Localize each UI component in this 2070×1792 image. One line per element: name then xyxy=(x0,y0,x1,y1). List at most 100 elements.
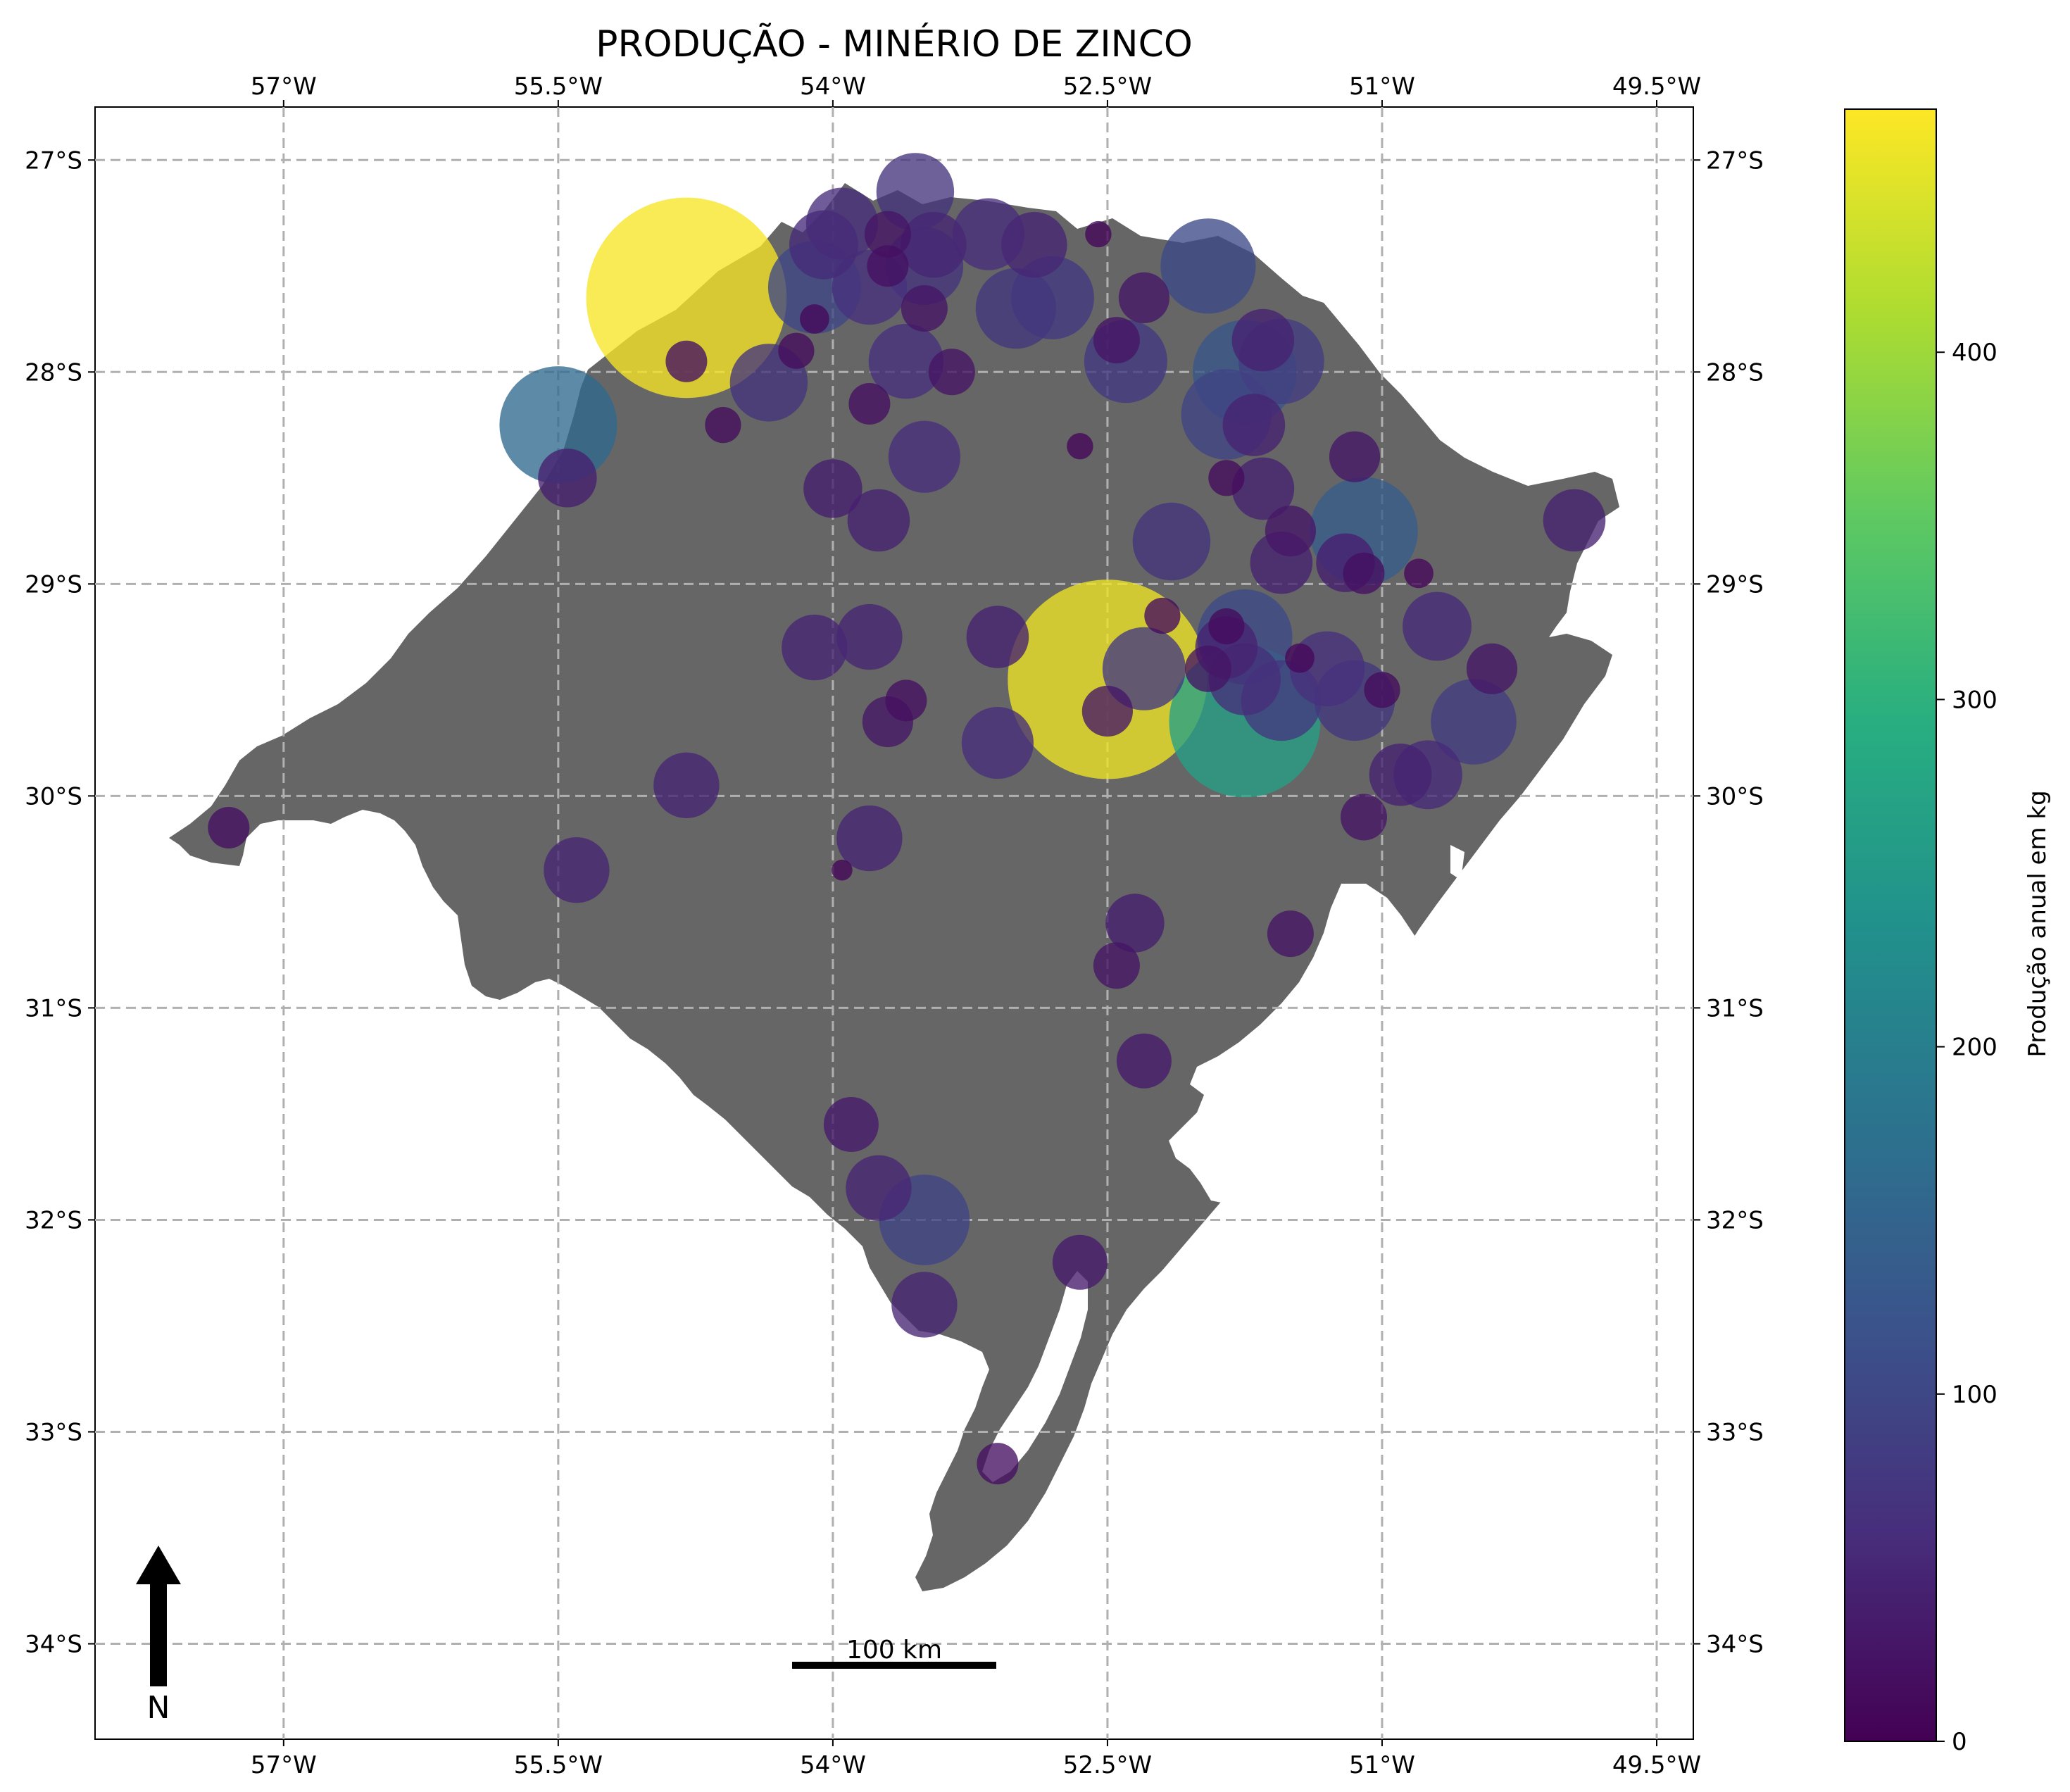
production-point xyxy=(823,1097,879,1152)
lat-label-left: 32°S xyxy=(25,1206,82,1234)
colorbar: 0 100 200 300 400 Produção anual em kg xyxy=(1844,108,2052,1756)
lat-label-left: 34°S xyxy=(25,1631,82,1659)
production-point xyxy=(800,304,829,334)
production-point xyxy=(1341,794,1387,841)
colorbar-tick-label: 100 xyxy=(1952,1381,1997,1409)
production-point xyxy=(538,449,597,508)
production-point xyxy=(1001,212,1067,278)
production-point xyxy=(1102,627,1186,710)
production-point xyxy=(888,420,960,493)
production-point xyxy=(928,349,975,396)
production-point xyxy=(885,679,927,722)
lat-label-left: 33°S xyxy=(25,1418,82,1446)
lat-label-right: 28°S xyxy=(1706,358,1764,387)
lat-label-right: 31°S xyxy=(1706,994,1764,1022)
production-point xyxy=(208,807,250,848)
colorbar-ticks: 0 100 200 300 400 xyxy=(1936,339,1997,1756)
axis-ticks: 57°W 57°W 55.5°W 55.5°W 54°W 54°W 52.5°W 52.5°W… xyxy=(25,73,1764,1779)
lat-label-right: 32°S xyxy=(1706,1206,1764,1234)
scale-bar-label: 100 km xyxy=(846,1636,942,1665)
production-point xyxy=(1160,218,1256,314)
production-point xyxy=(868,324,944,399)
lat-label-right: 33°S xyxy=(1706,1418,1764,1446)
lon-label-bottom: 52.5°W xyxy=(1063,1751,1152,1779)
production-point xyxy=(977,1443,1019,1485)
production-point xyxy=(1431,679,1517,765)
production-point xyxy=(544,837,610,903)
production-point xyxy=(1208,608,1245,645)
production-point xyxy=(1343,552,1385,594)
production-point xyxy=(966,606,1029,668)
production-point xyxy=(864,211,911,258)
lon-label-top: 55.5°W xyxy=(514,73,603,101)
production-point xyxy=(1222,394,1286,456)
production-point xyxy=(1404,558,1434,589)
lon-label-top: 49.5°W xyxy=(1612,73,1701,101)
colorbar-label: Produção anual em kg xyxy=(2024,790,2052,1057)
production-point xyxy=(847,489,910,552)
colorbar-tick-label: 200 xyxy=(1952,1034,1997,1062)
lon-label-bottom: 55.5°W xyxy=(514,1751,603,1779)
production-point xyxy=(1105,894,1165,953)
production-point xyxy=(1231,457,1295,520)
production-point xyxy=(901,212,967,278)
lon-label-bottom: 57°W xyxy=(251,1751,317,1779)
lat-label-right: 27°S xyxy=(1706,146,1764,175)
production-point xyxy=(499,366,617,484)
lat-label-left: 30°S xyxy=(25,782,82,810)
production-point xyxy=(778,332,815,369)
production-point xyxy=(1093,317,1140,364)
lagoon-small xyxy=(1450,845,1464,880)
production-point xyxy=(848,383,891,425)
production-point xyxy=(836,805,903,872)
production-point xyxy=(1052,1234,1108,1290)
production-point xyxy=(961,707,1034,779)
production-point xyxy=(1231,308,1295,372)
production-point xyxy=(901,285,948,332)
lon-label-top: 54°W xyxy=(800,73,866,101)
lat-label-left: 29°S xyxy=(25,570,82,599)
production-point xyxy=(867,245,909,287)
production-point xyxy=(1093,942,1140,989)
production-point xyxy=(789,210,858,280)
production-point xyxy=(876,153,955,231)
production-point xyxy=(653,752,720,819)
lon-label-top: 52.5°W xyxy=(1063,73,1152,101)
production-point xyxy=(836,603,903,670)
scale-bar-line xyxy=(792,1662,996,1669)
production-point xyxy=(782,614,848,681)
production-point xyxy=(1184,645,1231,692)
north-arrow-icon xyxy=(136,1546,181,1686)
production-point xyxy=(1118,272,1169,323)
lagoon-patos xyxy=(1169,884,1422,1204)
lon-label-top: 51°W xyxy=(1349,73,1415,101)
production-point xyxy=(586,197,787,399)
lat-label-left: 27°S xyxy=(25,146,82,175)
production-point xyxy=(665,340,708,382)
state-shape xyxy=(169,183,1619,1591)
colorbar-tick-label: 0 xyxy=(1952,1728,1967,1756)
production-point xyxy=(1285,643,1315,673)
north-label: N xyxy=(147,1690,170,1726)
lat-label-left: 28°S xyxy=(25,358,82,387)
lagoon-mirim xyxy=(982,1271,1088,1482)
production-point xyxy=(1144,597,1181,634)
production-point xyxy=(975,268,1057,349)
production-point xyxy=(803,459,862,518)
production-point xyxy=(1543,489,1606,552)
production-point xyxy=(705,407,741,444)
production-point xyxy=(891,1272,958,1338)
production-point xyxy=(1085,220,1112,248)
lat-label-right: 30°S xyxy=(1706,782,1764,810)
production-point xyxy=(1067,433,1093,460)
production-point xyxy=(832,859,853,881)
production-point xyxy=(846,1155,912,1222)
colorbar-tick-label: 400 xyxy=(1952,339,1997,367)
colorbar-gradient xyxy=(1844,108,1937,1742)
north-arrow: N xyxy=(136,1546,181,1726)
production-point xyxy=(1132,502,1211,581)
lon-label-bottom: 51°W xyxy=(1349,1751,1415,1779)
production-point xyxy=(1403,591,1472,661)
lat-label-right: 29°S xyxy=(1706,570,1764,599)
